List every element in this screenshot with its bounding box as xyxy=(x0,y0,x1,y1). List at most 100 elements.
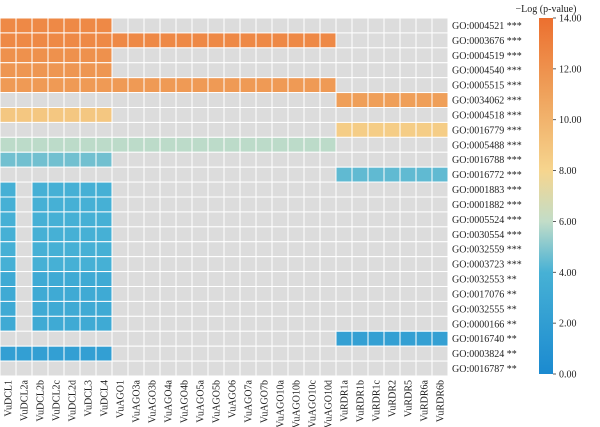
heatmap-cell xyxy=(159,77,177,94)
heatmap-cell xyxy=(431,181,449,198)
heatmap-cell xyxy=(79,300,97,317)
heatmap-cell xyxy=(0,286,17,302)
heatmap-cell xyxy=(63,226,81,243)
heatmap-cell xyxy=(383,121,401,138)
heatmap-cell xyxy=(271,17,289,34)
row-label: GO:0005515 *** xyxy=(452,81,522,92)
heatmap-cell xyxy=(79,32,97,49)
heatmap-cell xyxy=(303,211,321,228)
heatmap-cell xyxy=(63,271,81,287)
heatmap-cell xyxy=(207,330,225,347)
heatmap-cell xyxy=(303,166,321,183)
heatmap-cell xyxy=(383,345,401,362)
heatmap-cell xyxy=(143,256,161,273)
column-label: VuRDR1a xyxy=(340,379,351,421)
row-label: GO:0016779 *** xyxy=(452,125,522,136)
heatmap-cell xyxy=(287,166,305,183)
heatmap-cell xyxy=(351,181,369,198)
heatmap-cell xyxy=(143,136,161,153)
heatmap-cell xyxy=(271,107,289,123)
heatmap-cell xyxy=(431,241,449,258)
heatmap-cell xyxy=(239,181,257,198)
heatmap-cell xyxy=(175,62,193,79)
heatmap-cell xyxy=(319,330,337,347)
heatmap-cell xyxy=(255,92,273,109)
heatmap-cell xyxy=(0,17,17,34)
colorbar-tick-label: 6.00 xyxy=(559,217,577,228)
heatmap-cell xyxy=(319,107,337,123)
heatmap-cell xyxy=(431,315,449,332)
heatmap-cell xyxy=(399,315,417,332)
heatmap-cell xyxy=(0,315,17,332)
heatmap-cell xyxy=(335,121,353,138)
heatmap-cell xyxy=(79,360,97,377)
heatmap-cell xyxy=(111,166,129,183)
heatmap-cell xyxy=(111,300,129,317)
heatmap-cell xyxy=(271,196,289,213)
heatmap-cell xyxy=(367,107,385,123)
heatmap-cell xyxy=(383,360,401,377)
column-label: VuDCL4 xyxy=(100,380,111,417)
column-label: VuDCL2b xyxy=(36,380,47,422)
heatmap-cell xyxy=(351,286,369,302)
heatmap-cell xyxy=(111,181,129,198)
heatmap-cell xyxy=(319,226,337,243)
heatmap-cell xyxy=(111,360,129,377)
heatmap-cell xyxy=(175,47,193,64)
heatmap-cell xyxy=(79,121,97,138)
heatmap-cell xyxy=(0,121,17,138)
heatmap-cell xyxy=(415,330,433,347)
heatmap-cell xyxy=(47,166,65,183)
heatmap-cell xyxy=(287,62,305,79)
column-label: VuAGO1 xyxy=(116,380,127,418)
heatmap-cell xyxy=(223,196,241,213)
heatmap-cell xyxy=(191,300,209,317)
column-label: VuAGO4b xyxy=(180,380,191,423)
heatmap-cell xyxy=(47,107,65,123)
heatmap-cell xyxy=(95,226,113,243)
heatmap-cell xyxy=(319,300,337,317)
heatmap-cell xyxy=(239,345,257,362)
heatmap-cell xyxy=(207,315,225,332)
heatmap-cell xyxy=(143,271,161,287)
heatmap-cell xyxy=(367,360,385,377)
heatmap-cell xyxy=(351,271,369,287)
heatmap-cell xyxy=(239,166,257,183)
heatmap-cell xyxy=(271,211,289,228)
heatmap-cell xyxy=(0,211,17,228)
heatmap-cell xyxy=(303,17,321,34)
heatmap-cell xyxy=(223,17,241,34)
heatmap-cell xyxy=(239,17,257,34)
heatmap-cell xyxy=(15,345,33,362)
heatmap-cell xyxy=(287,256,305,273)
row-label: GO:0030554 *** xyxy=(452,230,522,241)
heatmap-cell xyxy=(239,300,257,317)
heatmap-cell xyxy=(271,92,289,109)
heatmap-cell xyxy=(303,92,321,109)
heatmap-cell xyxy=(63,360,81,377)
heatmap-cell xyxy=(127,92,145,109)
heatmap-cell xyxy=(175,151,193,168)
heatmap-cell xyxy=(95,17,113,34)
heatmap-cell xyxy=(415,241,433,258)
heatmap-cell xyxy=(63,17,81,34)
column-label: VuAGO7b xyxy=(260,380,271,423)
heatmap-cell xyxy=(191,32,209,49)
heatmap-cell xyxy=(0,166,17,183)
heatmap-cell xyxy=(223,241,241,258)
heatmap-cell xyxy=(223,166,241,183)
heatmap-cell xyxy=(143,286,161,302)
heatmap-cell xyxy=(431,166,449,183)
heatmap-cell xyxy=(191,121,209,138)
heatmap-cell xyxy=(63,136,81,153)
heatmap-cell xyxy=(191,211,209,228)
heatmap-cell xyxy=(319,62,337,79)
heatmap-cell xyxy=(271,77,289,94)
column-label: VuDCL2c xyxy=(52,379,63,421)
heatmap-cell xyxy=(367,211,385,228)
heatmap-cell xyxy=(159,32,177,49)
heatmap-cell xyxy=(319,151,337,168)
heatmap-cell xyxy=(207,121,225,138)
heatmap-cell xyxy=(79,92,97,109)
heatmap-cell xyxy=(415,77,433,94)
